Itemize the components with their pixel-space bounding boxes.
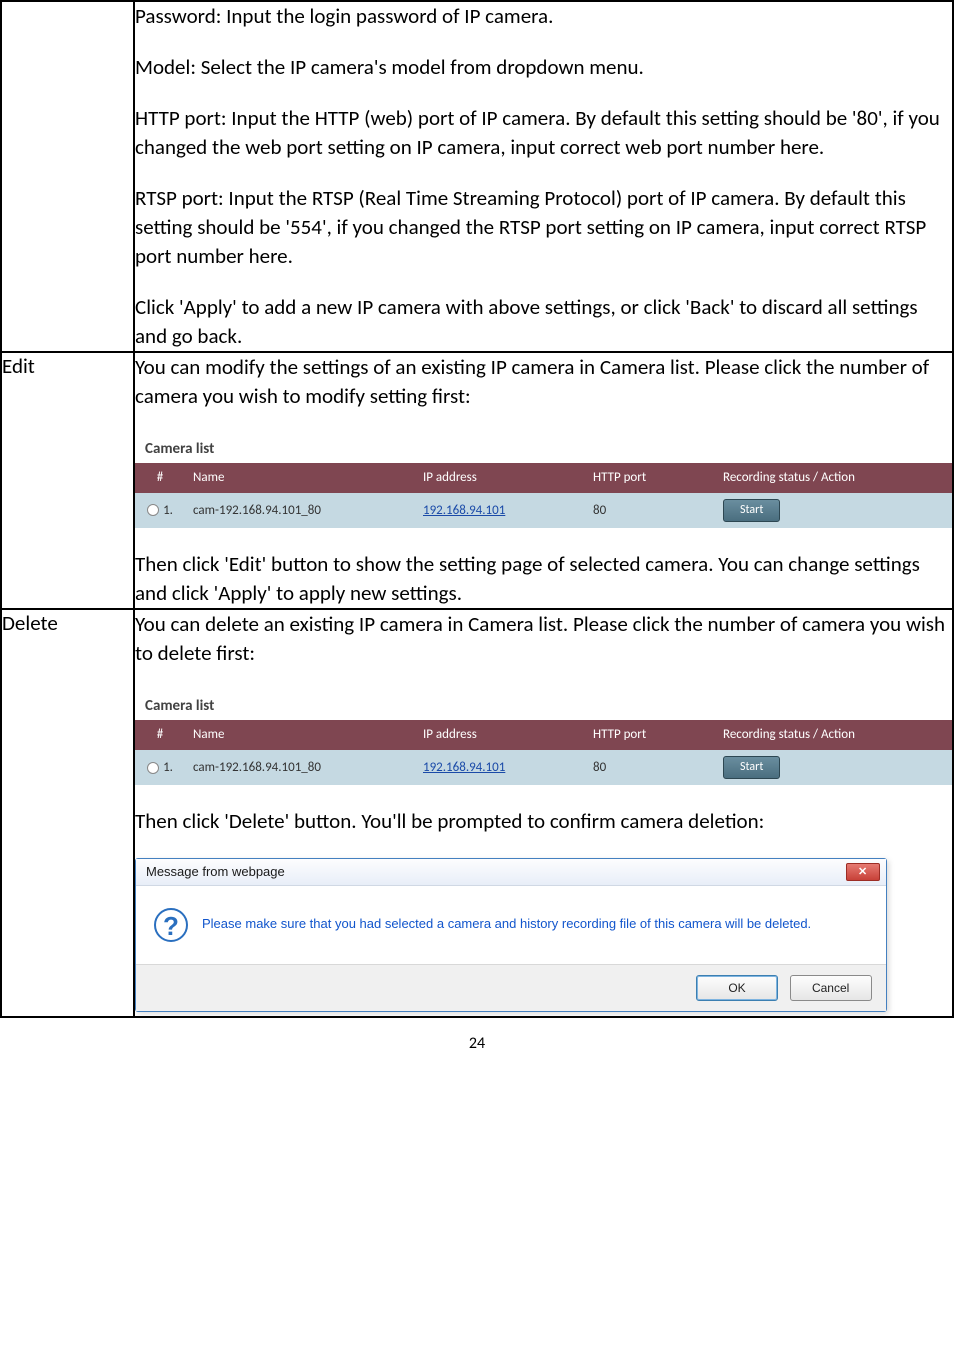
row1-label-cell bbox=[2, 2, 134, 352]
delete-mid: Then click 'Delete' button. You'll be pr… bbox=[135, 807, 952, 836]
row-ip-link-2[interactable]: 192.168.94.101 bbox=[423, 760, 505, 775]
col-action-header-2: Recording status / Action bbox=[715, 720, 952, 750]
camera-list-title-2: Camera list bbox=[135, 690, 952, 721]
dialog-titlebar: Message from webpage ✕ bbox=[136, 859, 886, 886]
camera-list-row: 1. cam-192.168.94.101_80 192.168.94.101 … bbox=[135, 493, 952, 528]
ok-button[interactable]: OK bbox=[696, 975, 778, 1002]
edit-after: Then click 'Edit' button to show the set… bbox=[135, 550, 952, 608]
col-num-header-2: # bbox=[135, 720, 185, 750]
dialog-title-text: Message from webpage bbox=[146, 863, 285, 881]
col-ip-header-2: IP address bbox=[415, 720, 585, 750]
delete-content: You can delete an existing IP camera in … bbox=[134, 609, 952, 1017]
col-name-header-2: Name bbox=[185, 720, 415, 750]
password-para: Password: Input the login password of IP… bbox=[135, 2, 952, 31]
row-num-cell[interactable]: 1. bbox=[135, 496, 185, 526]
col-ip-header: IP address bbox=[415, 463, 585, 493]
dialog-footer: OK Cancel bbox=[136, 964, 886, 1012]
col-action-header: Recording status / Action bbox=[715, 463, 952, 493]
camera-list-header: # Name IP address HTTP port Recording st… bbox=[135, 463, 952, 493]
http-port-para: HTTP port: Input the HTTP (web) port of … bbox=[135, 104, 952, 162]
row-num-2: 1. bbox=[163, 760, 173, 775]
row-port-2: 80 bbox=[585, 753, 715, 783]
col-num-header: # bbox=[135, 463, 185, 493]
confirm-dialog: Message from webpage ✕ ? Please make sur… bbox=[135, 858, 887, 1013]
row-num: 1. bbox=[163, 503, 173, 518]
row-ip-link[interactable]: 192.168.94.101 bbox=[423, 503, 505, 518]
row1-content: Password: Input the login password of IP… bbox=[134, 2, 952, 352]
col-port-header-2: HTTP port bbox=[585, 720, 715, 750]
edit-intro: You can modify the settings of an existi… bbox=[135, 353, 952, 411]
apply-back-para: Click 'Apply' to add a new IP camera wit… bbox=[135, 293, 952, 351]
col-name-header: Name bbox=[185, 463, 415, 493]
page-number: 24 bbox=[0, 1018, 954, 1077]
row-radio-icon[interactable] bbox=[147, 504, 159, 516]
camera-list-row-2: 1. cam-192.168.94.101_80 192.168.94.101 … bbox=[135, 750, 952, 785]
close-icon[interactable]: ✕ bbox=[846, 863, 880, 881]
edit-content: You can modify the settings of an existi… bbox=[134, 352, 952, 609]
start-button-2[interactable]: Start bbox=[723, 756, 780, 779]
camera-list-header-2: # Name IP address HTTP port Recording st… bbox=[135, 720, 952, 750]
rtsp-port-para: RTSP port: Input the RTSP (Real Time Str… bbox=[135, 184, 952, 271]
camera-list-title: Camera list bbox=[135, 433, 952, 464]
delete-label: Delete bbox=[2, 609, 134, 1017]
question-icon: ? bbox=[154, 908, 188, 942]
camera-list-delete: Camera list # Name IP address HTTP port … bbox=[135, 690, 952, 785]
model-para: Model: Select the IP camera's model from… bbox=[135, 53, 952, 82]
row-radio-icon-2[interactable] bbox=[147, 762, 159, 774]
doc-table: Password: Input the login password of IP… bbox=[2, 2, 952, 1016]
row-name-2: cam-192.168.94.101_80 bbox=[185, 753, 415, 783]
row-port: 80 bbox=[585, 496, 715, 526]
col-port-header: HTTP port bbox=[585, 463, 715, 493]
camera-list-edit: Camera list # Name IP address HTTP port … bbox=[135, 433, 952, 528]
dialog-message: Please make sure that you had selected a… bbox=[202, 916, 811, 933]
start-button[interactable]: Start bbox=[723, 499, 780, 522]
dialog-body: ? Please make sure that you had selected… bbox=[136, 886, 886, 964]
cancel-button[interactable]: Cancel bbox=[790, 975, 872, 1002]
row-num-cell-2[interactable]: 1. bbox=[135, 753, 185, 783]
edit-label: Edit bbox=[2, 352, 134, 609]
delete-intro: You can delete an existing IP camera in … bbox=[135, 610, 952, 668]
row-name: cam-192.168.94.101_80 bbox=[185, 496, 415, 526]
